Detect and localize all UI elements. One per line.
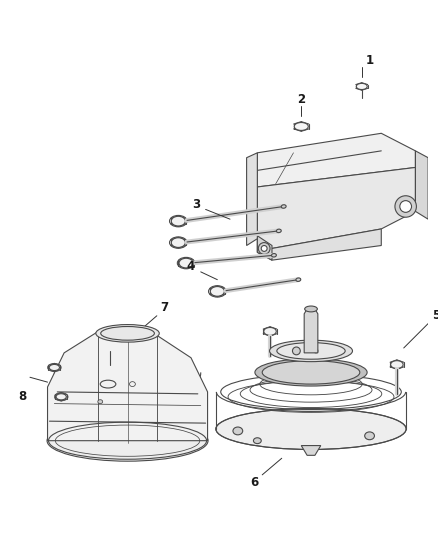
Ellipse shape bbox=[296, 278, 301, 281]
Polygon shape bbox=[258, 236, 272, 260]
Ellipse shape bbox=[356, 83, 367, 90]
Polygon shape bbox=[258, 229, 381, 260]
Ellipse shape bbox=[171, 238, 185, 247]
Polygon shape bbox=[301, 446, 321, 455]
Ellipse shape bbox=[264, 327, 276, 335]
Ellipse shape bbox=[276, 229, 281, 232]
Text: 4: 4 bbox=[187, 261, 195, 273]
Polygon shape bbox=[247, 153, 258, 246]
Ellipse shape bbox=[216, 408, 406, 449]
Ellipse shape bbox=[49, 365, 60, 370]
Ellipse shape bbox=[281, 205, 286, 208]
Ellipse shape bbox=[305, 306, 318, 312]
Polygon shape bbox=[304, 309, 318, 353]
Polygon shape bbox=[258, 133, 415, 187]
Ellipse shape bbox=[262, 361, 360, 384]
Polygon shape bbox=[48, 332, 208, 441]
Ellipse shape bbox=[255, 359, 367, 386]
Ellipse shape bbox=[171, 216, 185, 226]
Text: 5: 5 bbox=[432, 309, 438, 322]
Ellipse shape bbox=[272, 254, 276, 257]
Ellipse shape bbox=[261, 246, 267, 252]
Ellipse shape bbox=[96, 325, 159, 342]
Ellipse shape bbox=[277, 343, 345, 359]
Ellipse shape bbox=[233, 427, 243, 435]
Ellipse shape bbox=[365, 432, 374, 440]
Ellipse shape bbox=[179, 259, 193, 268]
Ellipse shape bbox=[98, 400, 102, 403]
Ellipse shape bbox=[210, 287, 224, 296]
Text: 6: 6 bbox=[250, 476, 258, 489]
Ellipse shape bbox=[56, 394, 66, 400]
Ellipse shape bbox=[269, 340, 353, 362]
Text: 2: 2 bbox=[297, 93, 305, 106]
Ellipse shape bbox=[293, 347, 300, 355]
Text: 7: 7 bbox=[161, 302, 169, 314]
Text: 3: 3 bbox=[192, 198, 200, 211]
Text: 8: 8 bbox=[18, 390, 26, 403]
Ellipse shape bbox=[314, 349, 318, 353]
Ellipse shape bbox=[254, 438, 261, 443]
Ellipse shape bbox=[400, 200, 412, 212]
Polygon shape bbox=[415, 151, 428, 219]
Text: 1: 1 bbox=[365, 54, 374, 67]
Ellipse shape bbox=[391, 361, 403, 368]
Polygon shape bbox=[258, 167, 415, 248]
Ellipse shape bbox=[47, 420, 208, 461]
Ellipse shape bbox=[395, 196, 417, 217]
Ellipse shape bbox=[258, 243, 270, 254]
Ellipse shape bbox=[294, 123, 308, 131]
